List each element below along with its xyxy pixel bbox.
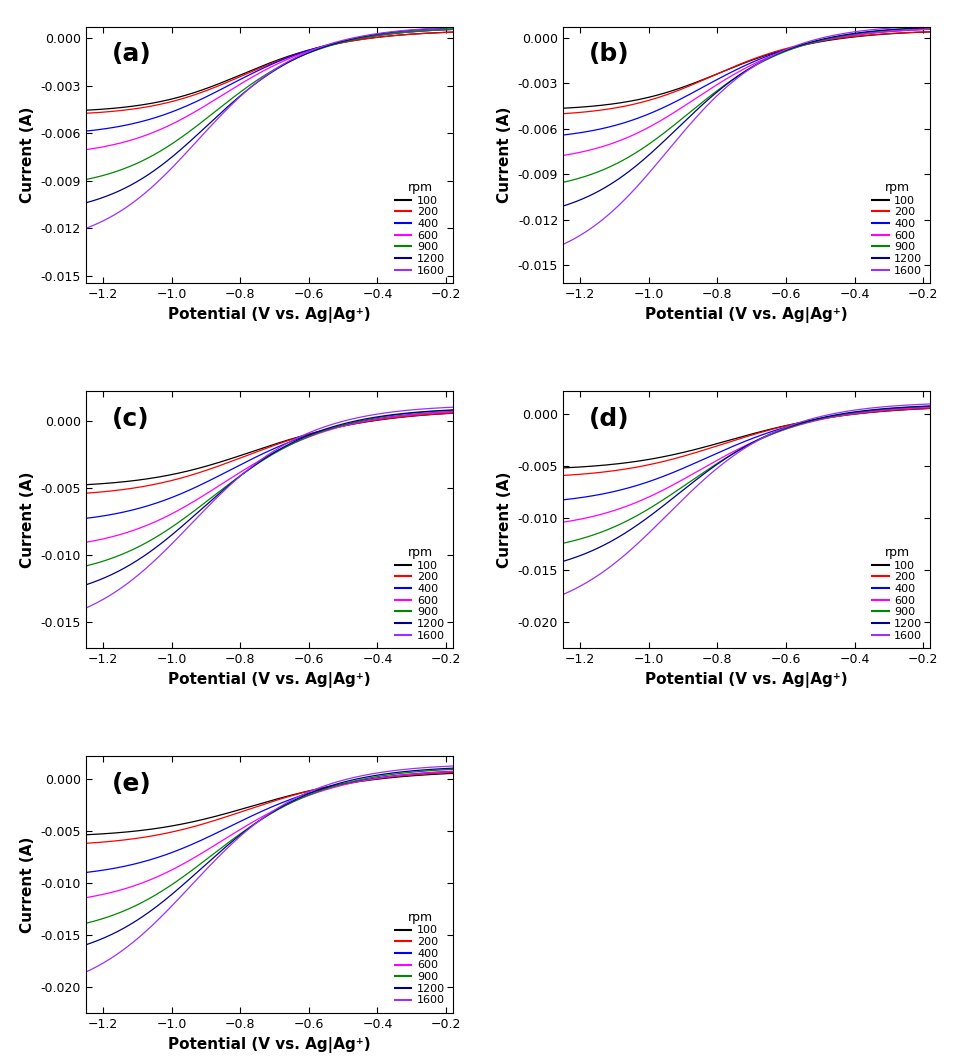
Legend: 100, 200, 400, 600, 900, 1200, 1600: 100, 200, 400, 600, 900, 1200, 1600	[869, 543, 923, 643]
Text: (d): (d)	[588, 406, 629, 431]
Legend: 100, 200, 400, 600, 900, 1200, 1600: 100, 200, 400, 600, 900, 1200, 1600	[393, 179, 447, 278]
Text: (c): (c)	[112, 406, 149, 431]
Y-axis label: Current (A): Current (A)	[497, 472, 512, 568]
Y-axis label: Current (A): Current (A)	[20, 836, 35, 933]
Text: (b): (b)	[588, 42, 629, 66]
X-axis label: Potential (V vs. Ag|Ag⁺): Potential (V vs. Ag|Ag⁺)	[168, 672, 371, 688]
Text: (a): (a)	[112, 42, 152, 66]
Legend: 100, 200, 400, 600, 900, 1200, 1600: 100, 200, 400, 600, 900, 1200, 1600	[393, 543, 447, 643]
Legend: 100, 200, 400, 600, 900, 1200, 1600: 100, 200, 400, 600, 900, 1200, 1600	[869, 179, 923, 278]
X-axis label: Potential (V vs. Ag|Ag⁺): Potential (V vs. Ag|Ag⁺)	[168, 307, 371, 323]
X-axis label: Potential (V vs. Ag|Ag⁺): Potential (V vs. Ag|Ag⁺)	[644, 672, 847, 688]
X-axis label: Potential (V vs. Ag|Ag⁺): Potential (V vs. Ag|Ag⁺)	[168, 1037, 371, 1053]
Y-axis label: Current (A): Current (A)	[497, 107, 512, 204]
Text: (e): (e)	[112, 771, 152, 796]
Legend: 100, 200, 400, 600, 900, 1200, 1600: 100, 200, 400, 600, 900, 1200, 1600	[393, 908, 447, 1008]
Y-axis label: Current (A): Current (A)	[20, 472, 35, 568]
Y-axis label: Current (A): Current (A)	[20, 107, 35, 204]
X-axis label: Potential (V vs. Ag|Ag⁺): Potential (V vs. Ag|Ag⁺)	[644, 307, 847, 323]
